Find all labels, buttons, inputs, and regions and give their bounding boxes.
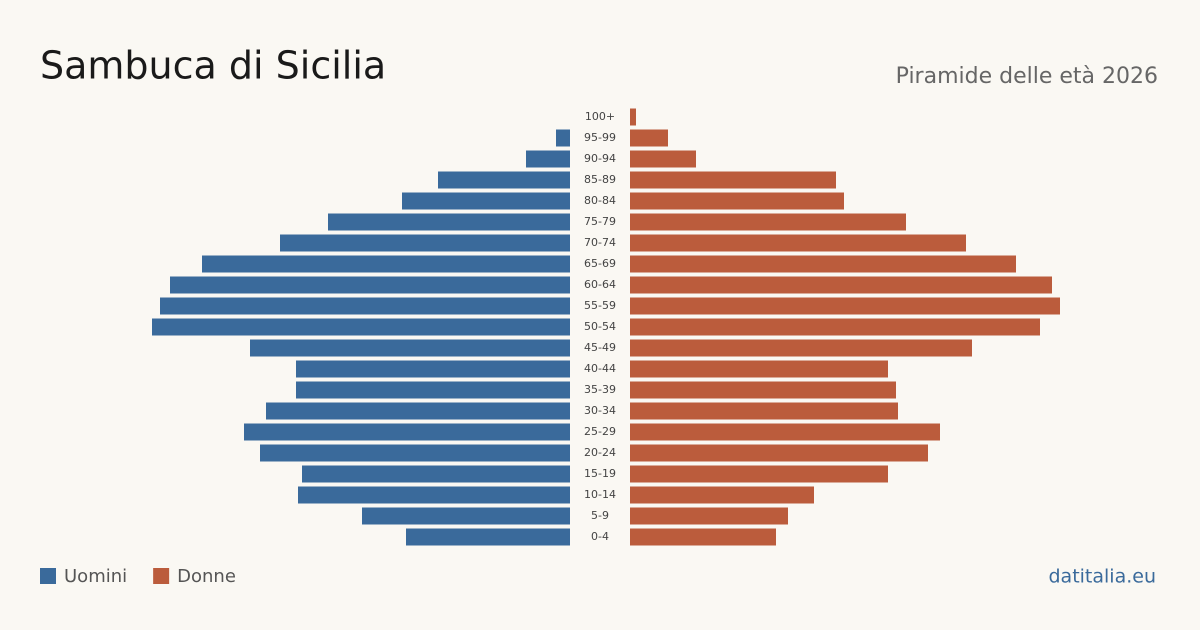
legend-label: Uomini	[64, 566, 127, 587]
bar	[202, 255, 570, 273]
chart-title: Sambuca di Sicilia	[40, 44, 386, 88]
bar	[630, 129, 668, 147]
bar	[630, 234, 966, 252]
bar	[266, 402, 570, 420]
legend-swatch	[40, 568, 56, 584]
bar	[260, 444, 570, 462]
bar	[630, 528, 776, 546]
bar	[160, 297, 570, 315]
bar	[630, 108, 636, 126]
age-label: 60-64	[584, 278, 616, 291]
bar	[630, 339, 972, 357]
bar	[556, 129, 570, 147]
bar	[438, 171, 570, 189]
age-label: 65-69	[584, 257, 616, 270]
age-label: 85-89	[584, 173, 616, 186]
bar	[630, 444, 928, 462]
age-label: 75-79	[584, 215, 616, 228]
age-label: 100+	[585, 110, 615, 123]
age-label: 10-14	[584, 488, 616, 501]
bar	[630, 171, 836, 189]
bar	[630, 465, 888, 483]
age-label: 15-19	[584, 467, 616, 480]
bar	[296, 360, 570, 378]
age-label: 45-49	[584, 341, 616, 354]
age-label: 5-9	[591, 509, 609, 522]
bar	[630, 192, 844, 210]
bar	[630, 297, 1060, 315]
age-label: 25-29	[584, 425, 616, 438]
bar	[630, 381, 896, 399]
bar	[630, 360, 888, 378]
bar	[630, 255, 1016, 273]
bar	[630, 507, 788, 525]
chart-subtitle: Piramide delle età 2026	[896, 64, 1158, 89]
age-label: 30-34	[584, 404, 616, 417]
bar	[630, 150, 696, 168]
bar	[630, 318, 1040, 336]
age-label: 95-99	[584, 131, 616, 144]
age-label: 35-39	[584, 383, 616, 396]
age-label: 70-74	[584, 236, 616, 249]
age-label: 20-24	[584, 446, 616, 459]
bar	[630, 423, 940, 441]
bar	[280, 234, 570, 252]
bar	[298, 486, 570, 504]
bar	[362, 507, 570, 525]
bar	[526, 150, 570, 168]
legend-label: Donne	[177, 566, 236, 587]
bar	[630, 276, 1052, 294]
age-label: 50-54	[584, 320, 616, 333]
bar	[250, 339, 570, 357]
source: datitalia.eu	[1049, 566, 1157, 588]
bar	[152, 318, 570, 336]
age-label: 55-59	[584, 299, 616, 312]
age-label: 40-44	[584, 362, 616, 375]
bar	[296, 381, 570, 399]
bar	[630, 402, 898, 420]
bar	[328, 213, 570, 231]
age-label: 80-84	[584, 194, 616, 207]
bar	[402, 192, 570, 210]
bar	[170, 276, 570, 294]
bar	[630, 213, 906, 231]
bar	[406, 528, 570, 546]
bar	[302, 465, 570, 483]
bar	[244, 423, 570, 441]
bar	[630, 486, 814, 504]
age-label: 90-94	[584, 152, 616, 165]
legend-swatch	[153, 568, 170, 584]
age-label: 0-4	[591, 530, 609, 543]
